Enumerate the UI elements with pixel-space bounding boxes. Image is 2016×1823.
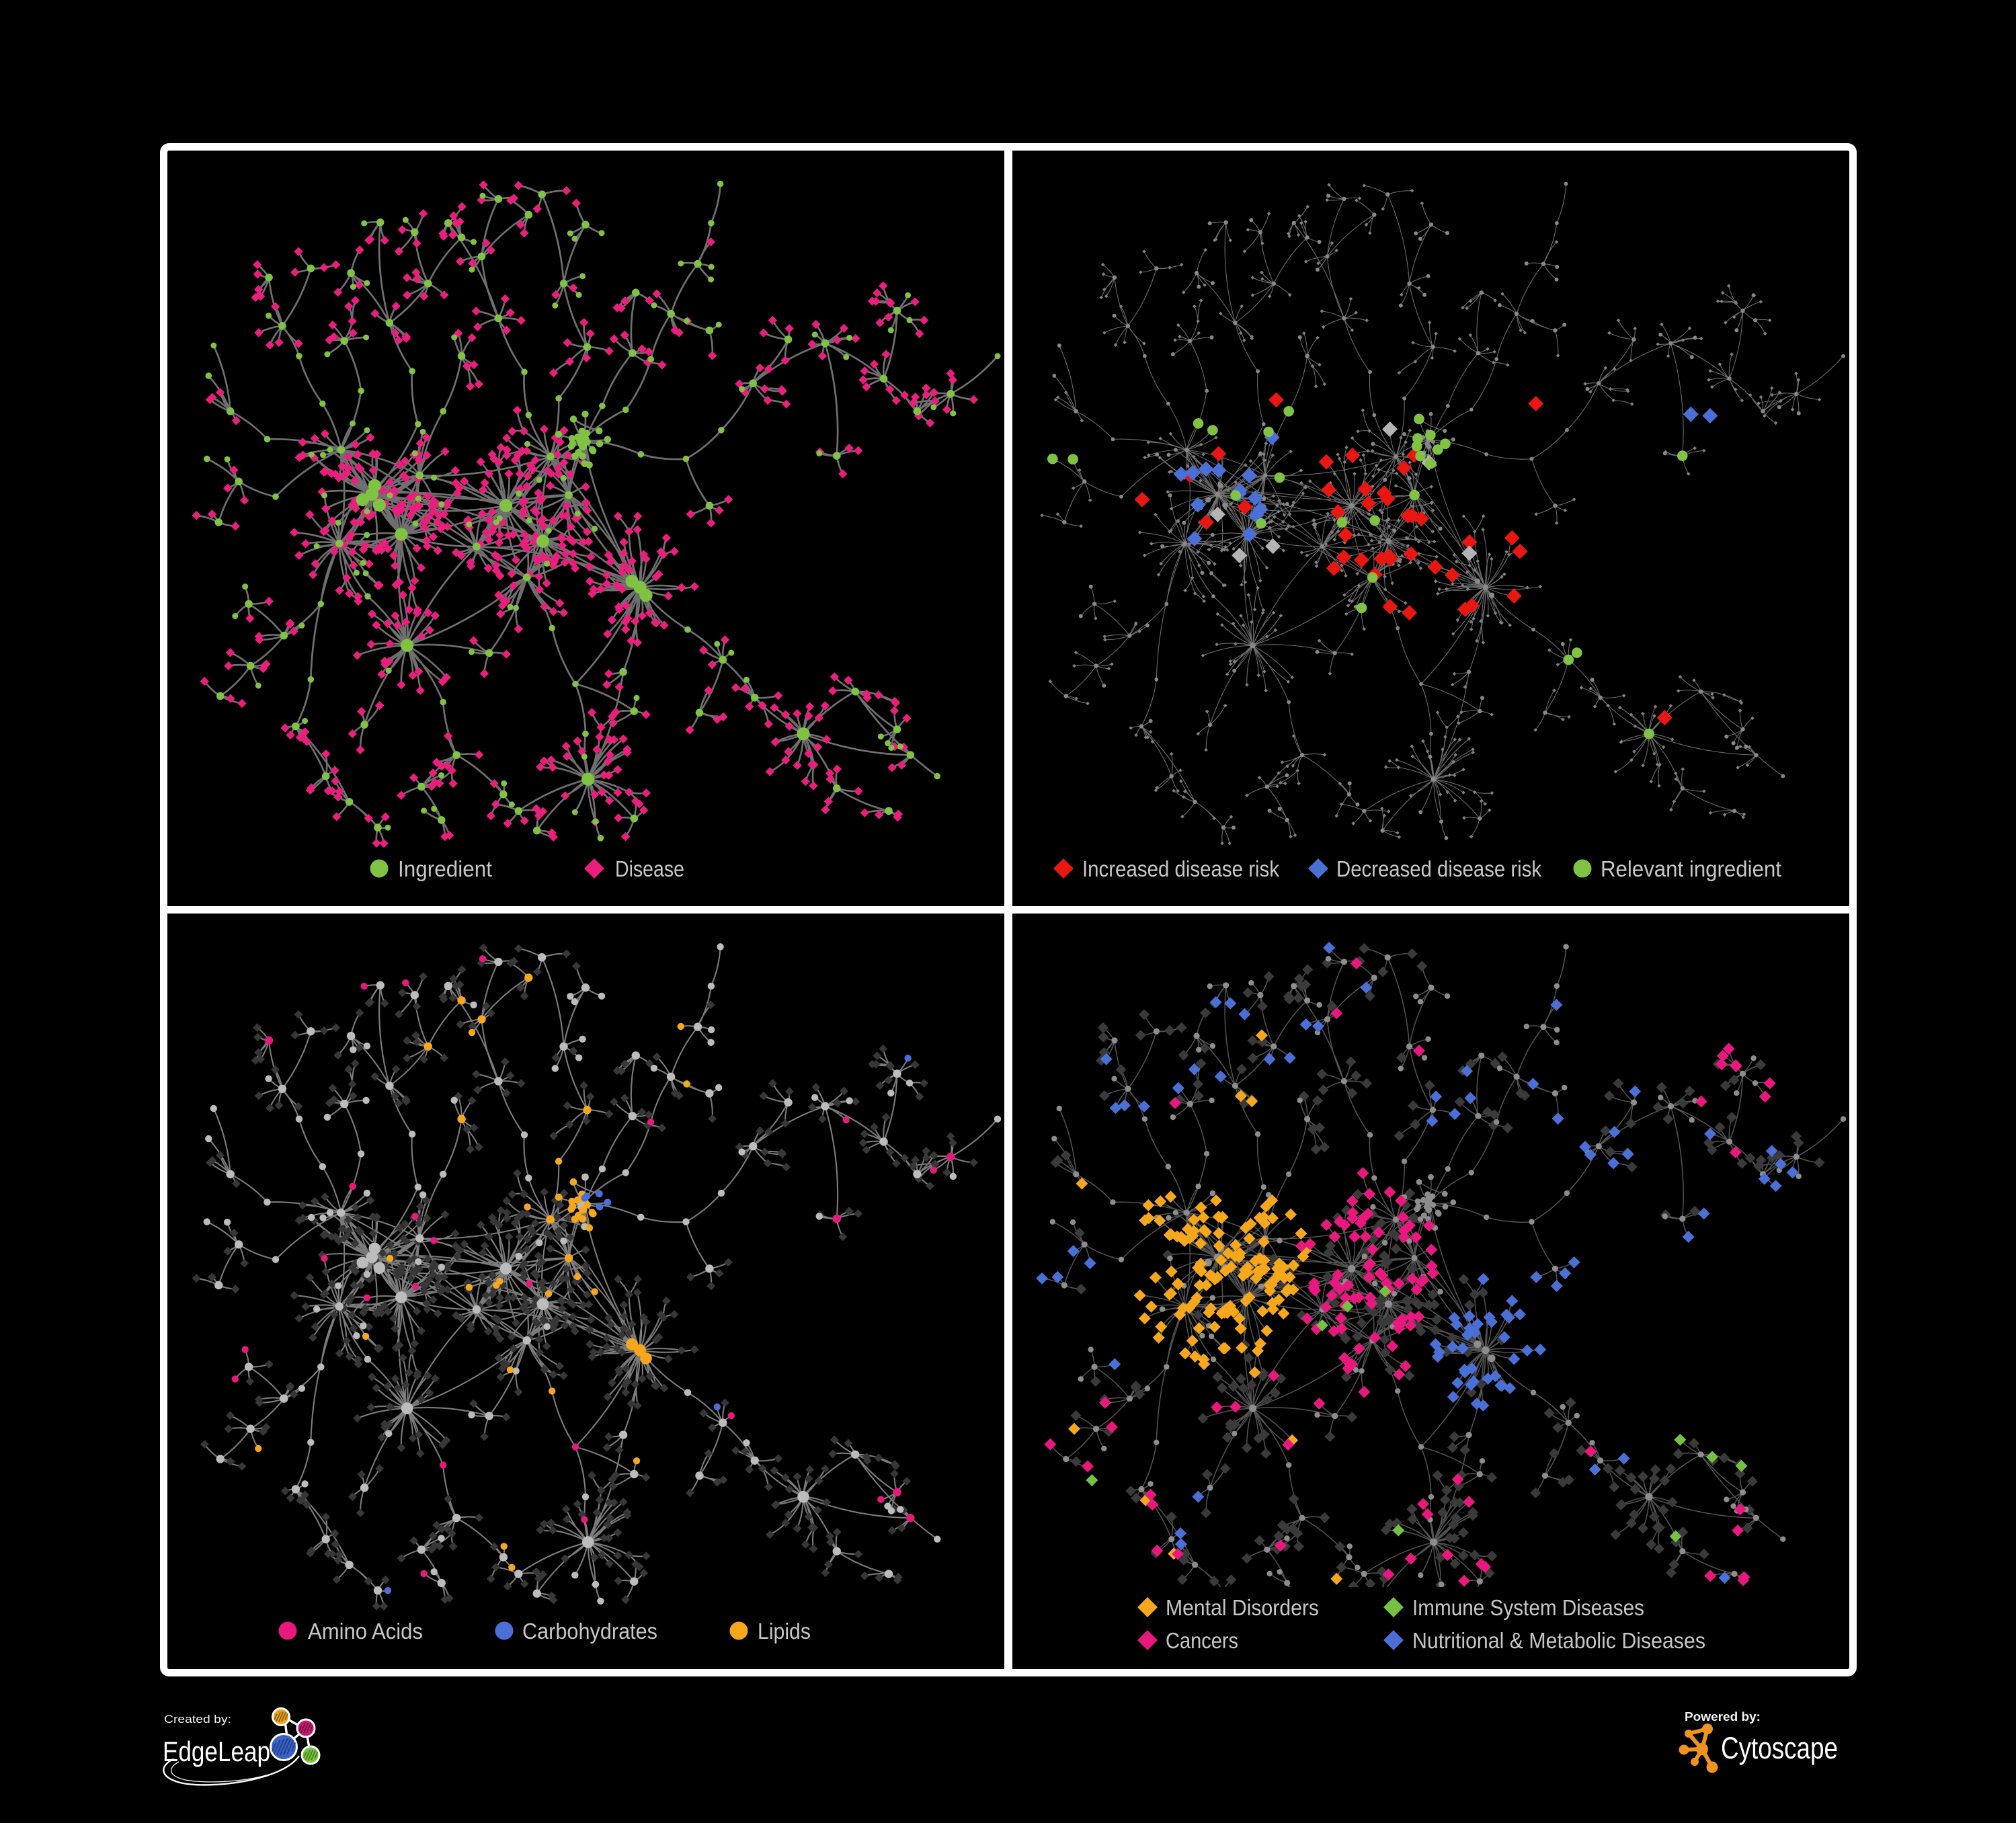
svg-text:Nutritional & Metabolic Diseas: Nutritional & Metabolic Diseases	[1412, 1628, 1705, 1653]
svg-text:Cytoscape: Cytoscape	[1721, 1731, 1838, 1765]
svg-text:Decreased disease risk: Decreased disease risk	[1336, 856, 1541, 881]
svg-text:Cancers: Cancers	[1166, 1628, 1238, 1653]
svg-text:Relevant ingredient: Relevant ingredient	[1601, 856, 1781, 881]
svg-text:Amino Acids: Amino Acids	[308, 1619, 423, 1644]
svg-text:Lipids: Lipids	[758, 1619, 811, 1644]
svg-text:Carbohydrates: Carbohydrates	[522, 1619, 657, 1644]
svg-text:Ingredient: Ingredient	[398, 856, 492, 881]
svg-text:EdgeLeap: EdgeLeap	[163, 1736, 270, 1767]
svg-text:Powered by:: Powered by:	[1685, 1709, 1761, 1724]
svg-text:Disease: Disease	[615, 856, 684, 881]
svg-text:Mental Disorders: Mental Disorders	[1166, 1595, 1319, 1620]
svg-text:Immune System Diseases: Immune System Diseases	[1412, 1595, 1644, 1620]
svg-text:Increased disease risk: Increased disease risk	[1082, 856, 1279, 881]
svg-text:Created by:: Created by:	[164, 1713, 231, 1726]
